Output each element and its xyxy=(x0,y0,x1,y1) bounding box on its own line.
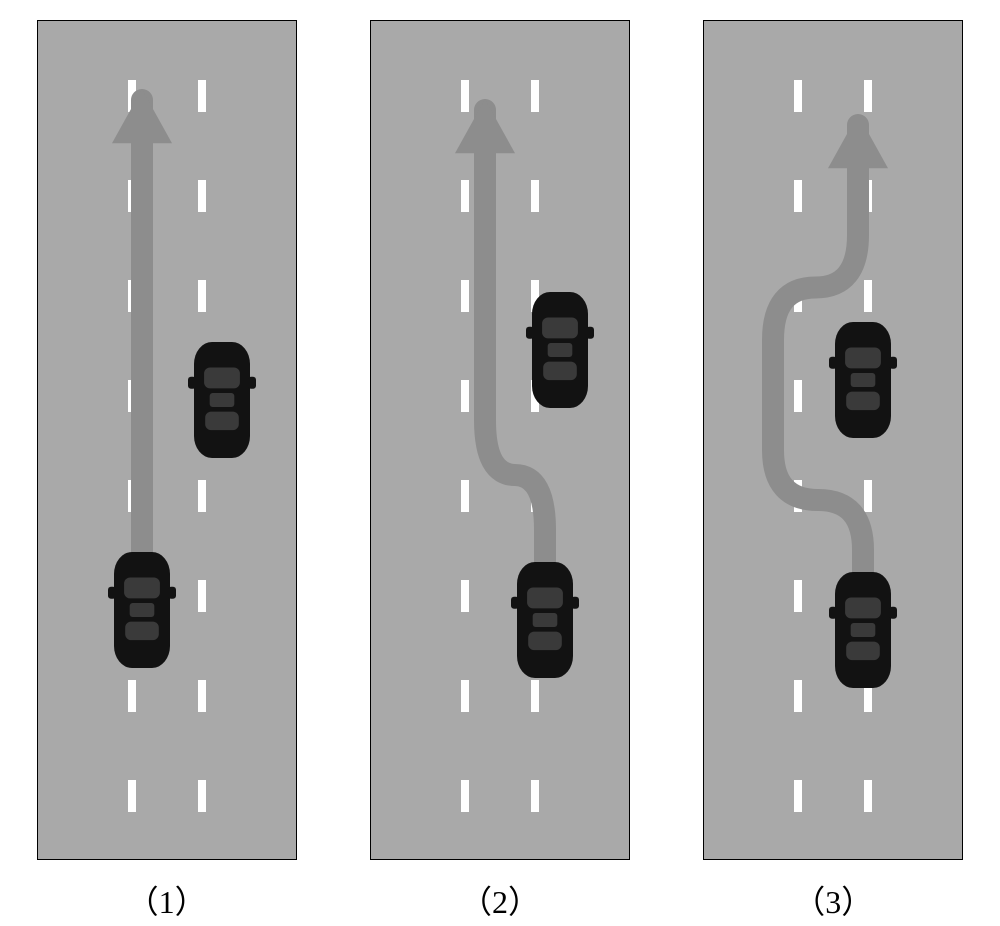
figure-root: （1） （2） （3） xyxy=(0,0,1000,926)
panel-label: （1） xyxy=(17,877,317,923)
panel-3 xyxy=(703,20,963,860)
car-icon xyxy=(108,552,176,668)
panels-container xyxy=(0,20,1000,870)
panel-label: （2） xyxy=(350,877,650,923)
car-icon xyxy=(526,292,594,408)
labels-container: （1） （2） （3） xyxy=(0,875,1000,925)
car-icon xyxy=(829,572,897,688)
car-icon xyxy=(511,562,579,678)
car-icon xyxy=(829,322,897,438)
car-icon xyxy=(188,342,256,458)
panel-1 xyxy=(37,20,297,860)
panel-label: （3） xyxy=(683,877,983,923)
panel-2 xyxy=(370,20,630,860)
